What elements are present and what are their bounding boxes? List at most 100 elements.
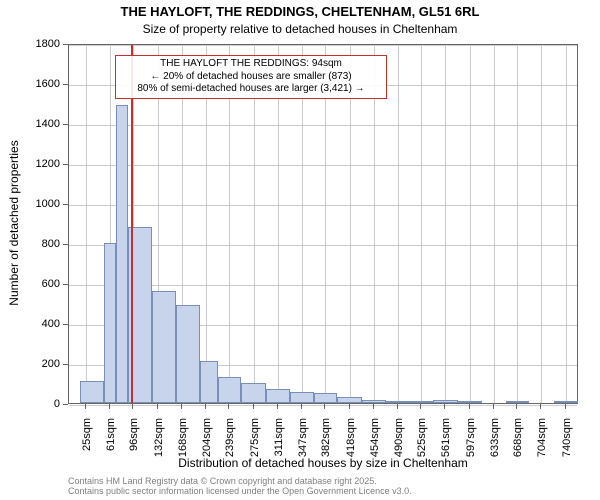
histogram-bar (218, 377, 241, 403)
x-tick-label: 561sqm (440, 418, 452, 468)
x-tick-label: 668sqm (512, 418, 524, 468)
y-tick-label: 400 (42, 318, 60, 330)
x-tick-mark (205, 404, 206, 409)
x-tick-label: 311sqm (273, 418, 285, 468)
histogram-bar (337, 397, 361, 403)
histogram-bar (104, 243, 116, 403)
histogram-bar (200, 361, 218, 403)
footer-attribution: Contains HM Land Registry data © Crown c… (68, 476, 412, 496)
x-tick-label: 597sqm (465, 418, 477, 468)
annotation-box: THE HAYLOFT THE REDDINGS: 94sqm ← 20% of… (115, 55, 387, 99)
y-tick-mark (63, 204, 68, 205)
histogram-bar (176, 305, 200, 403)
x-tick-label: 239sqm (224, 418, 236, 468)
histogram-bar (314, 393, 337, 403)
x-tick-label: 132sqm (153, 418, 165, 468)
x-tick-mark (397, 404, 398, 409)
gridline-v (445, 45, 446, 403)
gridline-v (350, 45, 351, 403)
x-tick-label: 61sqm (105, 418, 117, 468)
x-tick-mark (373, 404, 374, 409)
gridline-v (206, 45, 207, 403)
histogram-bar (410, 401, 433, 403)
x-tick-mark (493, 404, 494, 409)
x-tick-label: 382sqm (320, 418, 332, 468)
gridline-v (254, 45, 255, 403)
y-tick-label: 1000 (36, 198, 60, 210)
histogram-bar (386, 401, 410, 403)
chart-subtitle: Size of property relative to detached ho… (0, 22, 600, 36)
y-tick-mark (63, 244, 68, 245)
gridline-v (374, 45, 375, 403)
x-tick-mark (540, 404, 541, 409)
chart-title: THE HAYLOFT, THE REDDINGS, CHELTENHAM, G… (0, 4, 600, 19)
histogram-bar (506, 401, 529, 403)
x-tick-mark (301, 404, 302, 409)
histogram-bar (152, 291, 176, 403)
y-tick-label: 0 (54, 398, 60, 410)
x-tick-mark (228, 404, 229, 409)
histogram-bar (458, 401, 482, 403)
gridline-h (69, 165, 577, 166)
x-tick-label: 633sqm (489, 418, 501, 468)
gridline-h (69, 45, 577, 46)
x-tick-mark (516, 404, 517, 409)
x-tick-label: 168sqm (177, 418, 189, 468)
y-tick-mark (63, 364, 68, 365)
y-tick-label: 600 (42, 278, 60, 290)
histogram-bar (433, 400, 457, 403)
gridline-v (421, 45, 422, 403)
y-tick-mark (63, 404, 68, 405)
x-tick-mark (181, 404, 182, 409)
x-tick-label: 25sqm (81, 418, 93, 468)
x-tick-label: 96sqm (128, 418, 140, 468)
y-tick-label: 200 (42, 358, 60, 370)
y-tick-mark (63, 84, 68, 85)
gridline-h (69, 205, 577, 206)
x-tick-mark (85, 404, 86, 409)
gridline-h (69, 405, 577, 406)
y-tick-label: 800 (42, 238, 60, 250)
x-tick-label: 204sqm (201, 418, 213, 468)
x-tick-label: 490sqm (393, 418, 405, 468)
y-tick-mark (63, 124, 68, 125)
y-axis-label: Number of detached properties (7, 43, 21, 403)
x-tick-mark (253, 404, 254, 409)
x-tick-mark (444, 404, 445, 409)
gridline-h (69, 125, 577, 126)
histogram-bar (362, 400, 386, 403)
x-tick-mark (565, 404, 566, 409)
x-tick-mark (157, 404, 158, 409)
x-tick-label: 454sqm (369, 418, 381, 468)
gridline-v (398, 45, 399, 403)
gridline-v (229, 45, 230, 403)
histogram-bar (290, 392, 314, 403)
histogram-bar (116, 105, 128, 403)
y-tick-label: 1400 (36, 118, 60, 130)
annotation-line2: ← 20% of detached houses are smaller (87… (119, 71, 383, 84)
gridline-v (566, 45, 567, 403)
x-tick-mark (324, 404, 325, 409)
histogram-bar (241, 383, 265, 403)
gridline-v (302, 45, 303, 403)
y-tick-label: 1800 (36, 38, 60, 50)
x-tick-label: 275sqm (249, 418, 261, 468)
x-tick-label: 704sqm (536, 418, 548, 468)
gridline-v (86, 45, 87, 403)
y-tick-label: 1600 (36, 78, 60, 90)
gridline-v (470, 45, 471, 403)
x-tick-mark (132, 404, 133, 409)
x-tick-mark (277, 404, 278, 409)
histogram-bar (80, 381, 104, 403)
histogram-bar (554, 401, 578, 403)
y-tick-mark (63, 164, 68, 165)
histogram-bar (266, 389, 290, 403)
x-tick-mark (420, 404, 421, 409)
x-tick-mark (469, 404, 470, 409)
gridline-v (541, 45, 542, 403)
annotation-line3: 80% of semi-detached houses are larger (… (119, 83, 383, 96)
gridline-v (494, 45, 495, 403)
gridline-v (325, 45, 326, 403)
y-tick-mark (63, 284, 68, 285)
gridline-v (517, 45, 518, 403)
